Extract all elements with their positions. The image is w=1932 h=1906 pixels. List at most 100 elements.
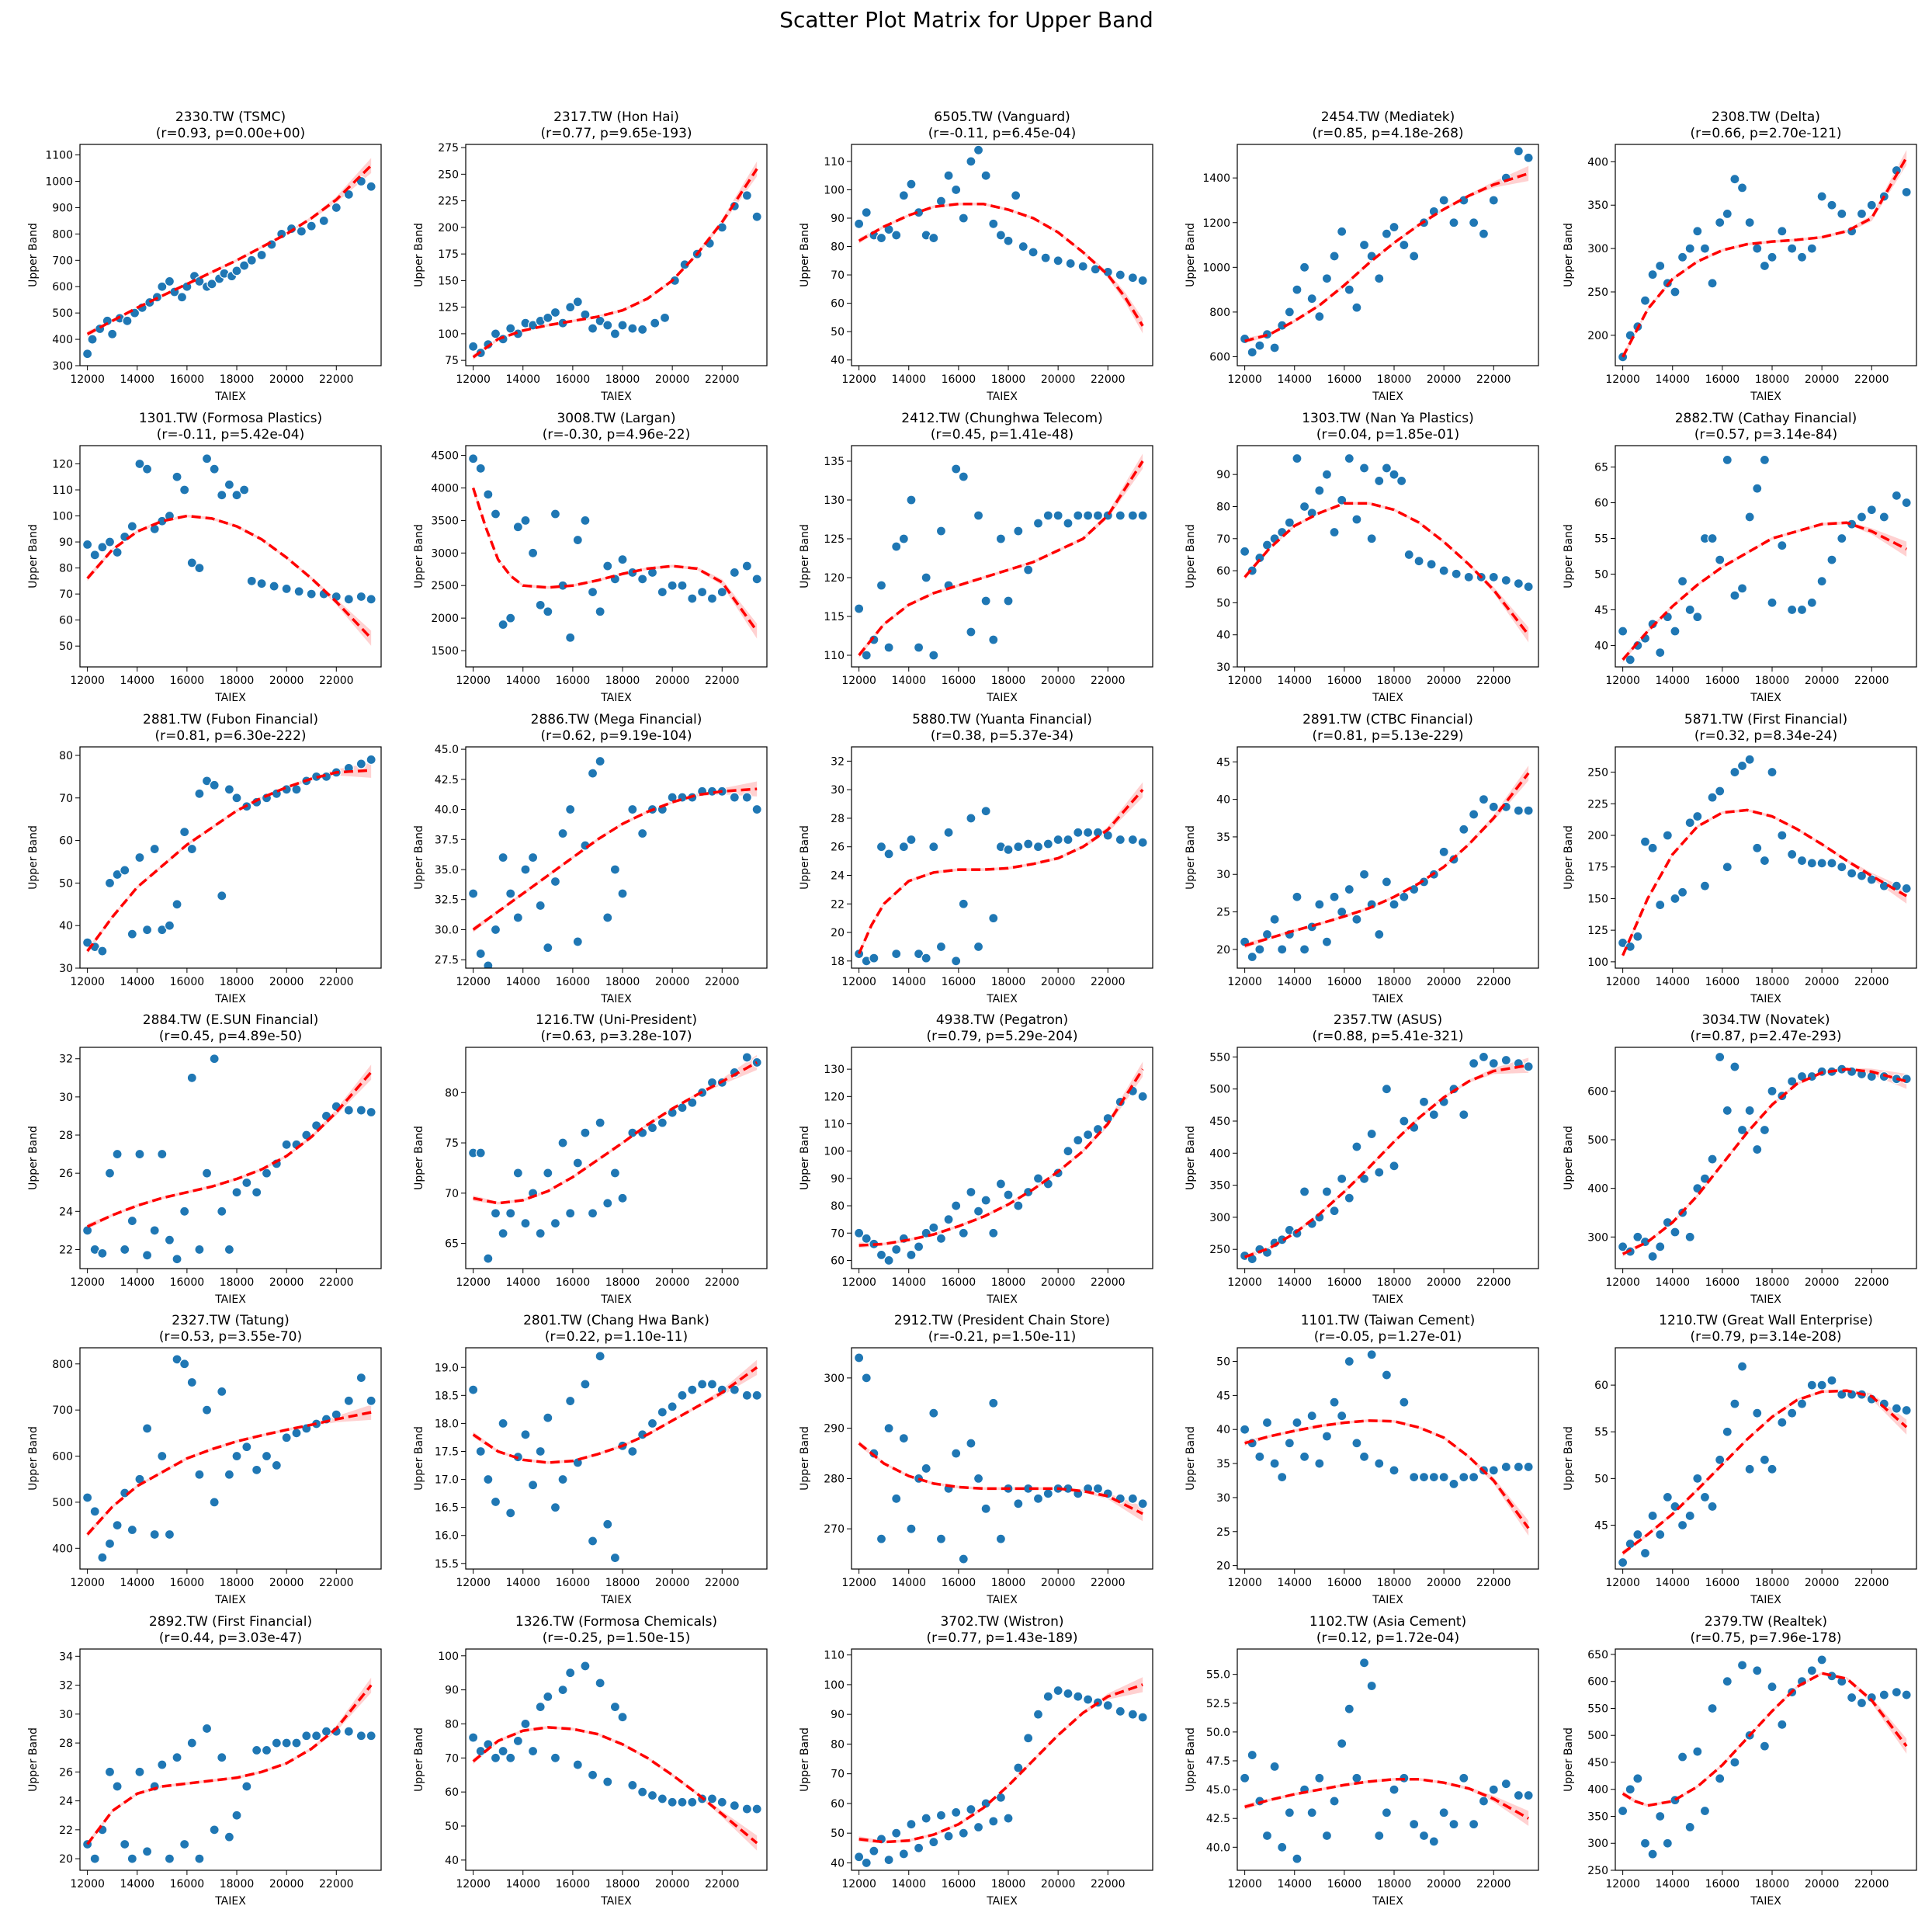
x-tick-label: 12000 <box>1227 1577 1262 1589</box>
y-tick-label: 28 <box>59 1130 73 1142</box>
data-point <box>141 1846 153 1857</box>
data-point <box>677 1390 688 1401</box>
fit-line <box>858 202 1144 327</box>
data-point <box>1292 891 1302 902</box>
data-point <box>1677 252 1688 262</box>
data-point <box>1381 228 1392 239</box>
data-point <box>1647 1251 1658 1262</box>
data-point <box>637 828 648 839</box>
data-point <box>164 1853 175 1864</box>
data-point <box>209 1824 220 1835</box>
x-tick-label: 12000 <box>70 1577 105 1589</box>
data-point <box>1707 1703 1718 1714</box>
y-tick-label: 1000 <box>1202 262 1230 274</box>
data-point <box>687 593 698 604</box>
data-point <box>1374 273 1385 284</box>
data-point <box>186 557 197 568</box>
y-tick-label: 500 <box>52 1497 73 1509</box>
panel-title: 2884.TW (E.SUN Financial) <box>143 1012 318 1028</box>
data-point <box>1448 1478 1459 1489</box>
data-point <box>468 341 479 352</box>
data-point <box>1073 827 1084 838</box>
y-tick-label: 100 <box>824 1146 845 1158</box>
data-point <box>281 1139 292 1150</box>
x-tick-label: 16000 <box>556 373 591 386</box>
y-tick-label: 90 <box>445 1685 459 1697</box>
data-point <box>1816 1380 1827 1390</box>
scatter-points <box>468 1351 762 1564</box>
data-point <box>1618 626 1628 637</box>
fit-line <box>86 164 373 335</box>
data-point <box>587 1208 598 1219</box>
data-point <box>112 1519 123 1531</box>
x-tick-label: 20000 <box>1041 1276 1076 1289</box>
data-point <box>951 463 962 474</box>
data-point <box>1787 1408 1798 1418</box>
data-point <box>1083 827 1094 838</box>
y-tick-label: 100 <box>438 1651 459 1663</box>
data-point <box>127 1215 137 1227</box>
y-tick-label: 42.5 <box>1206 1813 1230 1825</box>
data-point <box>1684 1510 1695 1522</box>
x-tick-label: 12000 <box>70 1878 105 1890</box>
data-point <box>1042 1691 1053 1702</box>
x-tick-label: 14000 <box>1277 1276 1312 1289</box>
data-point <box>980 595 991 606</box>
y-axis-label: Upper Band <box>413 1426 425 1491</box>
data-point <box>883 1423 894 1434</box>
y-tick-label: 130 <box>824 1064 845 1076</box>
x-tick-label: 22000 <box>1854 675 1889 687</box>
y-tick-label: 500 <box>52 307 73 320</box>
x-tick-label: 14000 <box>505 373 540 386</box>
plot-area <box>1615 144 1916 366</box>
x-tick-label: 14000 <box>891 675 926 687</box>
data-point <box>602 561 613 571</box>
y-tick-label: 290 <box>824 1423 845 1436</box>
y-axis-label: Upper Band <box>1563 825 1575 890</box>
data-point <box>935 196 947 207</box>
data-point <box>483 960 494 968</box>
data-point <box>239 260 250 271</box>
data-point <box>1063 834 1074 845</box>
panel-subtitle: (r=0.79, p=3.14e-208) <box>1690 1329 1841 1345</box>
x-tick-label: 14000 <box>891 1577 926 1589</box>
data-point <box>231 1450 242 1462</box>
data-point <box>980 1195 991 1206</box>
data-point <box>498 1228 508 1239</box>
scatter-points <box>854 806 1148 967</box>
data-point <box>906 1523 917 1534</box>
data-point <box>1292 284 1302 295</box>
y-tick-label: 1200 <box>1202 217 1230 230</box>
x-tick-label: 22000 <box>1476 1878 1511 1890</box>
data-point <box>1042 510 1053 521</box>
x-tick-label: 12000 <box>1605 976 1640 988</box>
data-point <box>1314 1458 1325 1469</box>
data-point <box>1655 647 1666 658</box>
data-point <box>1625 941 1635 952</box>
y-tick-label: 50 <box>1216 597 1230 609</box>
data-point <box>1816 1654 1827 1665</box>
data-point <box>490 1496 501 1508</box>
fit-line <box>858 1068 1144 1247</box>
fit-line <box>1244 1419 1530 1529</box>
data-point <box>1073 1691 1084 1702</box>
data-point <box>104 536 116 547</box>
y-axis-label: Upper Band <box>27 1727 40 1792</box>
plot-area <box>1237 446 1538 667</box>
data-point <box>1013 526 1024 536</box>
data-point <box>543 943 553 953</box>
x-tick-label: 12000 <box>841 976 876 988</box>
fit-line <box>858 789 1144 955</box>
x-tick-label: 20000 <box>269 1577 304 1589</box>
plot-frame <box>851 1648 1153 1871</box>
y-tick-label: 70 <box>445 1188 459 1200</box>
data-point <box>1632 931 1643 942</box>
panel-subtitle: (r=-0.30, p=4.96e-22) <box>543 427 690 443</box>
data-point <box>580 515 591 526</box>
panel-title: 3008.TW (Largan) <box>557 411 675 426</box>
data-point <box>1639 1838 1651 1849</box>
y-tick-label: 300 <box>1587 1231 1608 1244</box>
data-point <box>928 1408 939 1418</box>
x-tick-label: 16000 <box>942 1276 976 1289</box>
data-point <box>741 1390 752 1401</box>
